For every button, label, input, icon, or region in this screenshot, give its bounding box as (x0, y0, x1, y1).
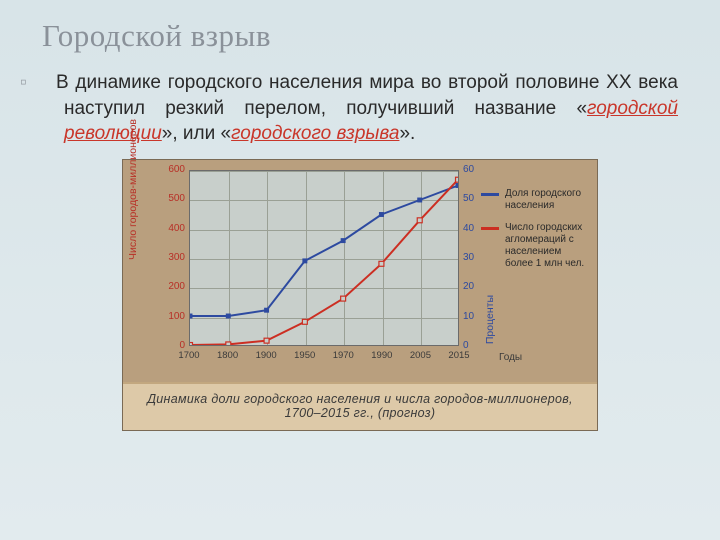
legend: Доля городского населения Число городски… (481, 188, 591, 280)
ytick-left: 500 (161, 193, 185, 204)
y-axis-right-label: Проценты (484, 295, 496, 344)
chart-inner: Число городов-миллионеров Проценты Годы … (123, 160, 597, 382)
plot-area (189, 170, 459, 346)
xtick: 2005 (410, 350, 431, 361)
ytick-right: 50 (463, 193, 485, 204)
ytick-left: 100 (161, 311, 185, 322)
bullet-icon: ▫ (42, 70, 56, 96)
ytick-left: 300 (161, 252, 185, 263)
chart-container: Число городов-миллионеров Проценты Годы … (122, 159, 598, 431)
xtick: 1950 (294, 350, 315, 361)
ytick-left: 600 (161, 164, 185, 175)
legend-item-1: Число городских агломераций с населением… (481, 222, 591, 270)
para-lead: В динамике городского населения мира во … (56, 72, 678, 119)
ytick-right: 60 (463, 164, 485, 175)
xtick: 1800 (217, 350, 238, 361)
ytick-right: 20 (463, 281, 485, 292)
xtick: 1990 (371, 350, 392, 361)
para-tail: ». (399, 123, 415, 144)
legend-text-0: Доля городского населения (505, 188, 591, 212)
ytick-right: 10 (463, 311, 485, 322)
ytick-left: 200 (161, 281, 185, 292)
xtick: 1970 (333, 350, 354, 361)
legend-item-0: Доля городского населения (481, 188, 591, 212)
para-mid: », или « (162, 123, 231, 144)
chart-caption: Динамика доли городского населения и чис… (123, 382, 597, 430)
page-title: Городской взрыв (42, 18, 678, 54)
ytick-right: 30 (463, 252, 485, 263)
ytick-left: 400 (161, 223, 185, 234)
y-axis-left-label: Число городов-миллионеров (127, 119, 139, 260)
xtick: 2015 (448, 350, 469, 361)
xtick: 1900 (256, 350, 277, 361)
x-axis-title: Годы (499, 352, 522, 363)
caption-line-2: 1700–2015 гг., (прогноз) (285, 406, 436, 420)
emph-2: городского взрыва (231, 123, 399, 144)
xtick: 1700 (178, 350, 199, 361)
caption-line-1: Динамика доли городского населения и чис… (147, 392, 573, 406)
legend-text-1: Число городских агломераций с населением… (505, 222, 591, 270)
ytick-right: 40 (463, 223, 485, 234)
